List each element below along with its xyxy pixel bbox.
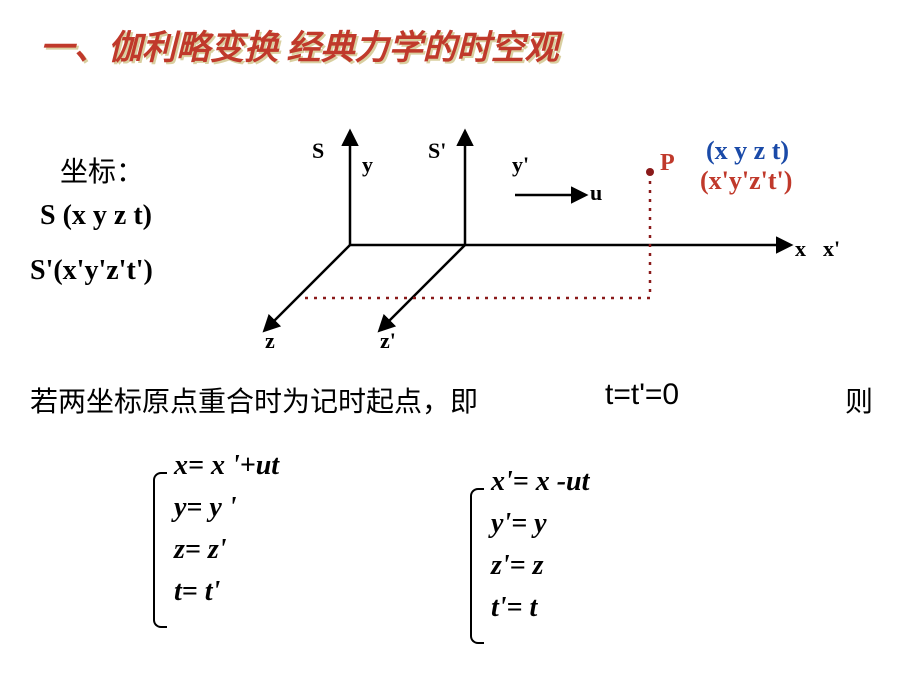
eq-right-line-1: x'= x -ut: [491, 466, 589, 498]
axis-label-y: y: [362, 152, 373, 178]
axis-label-sp: S': [428, 138, 446, 164]
eq-right-line-3: z'= z: [491, 550, 544, 582]
axis-label-pc1: (x y z t): [706, 136, 789, 166]
eq-left-line-4: t= t': [174, 576, 220, 608]
eq-left-brace-icon: [153, 472, 167, 628]
eq-left-line-2: y= y ': [174, 492, 237, 524]
condition-equation: t=t'=0: [605, 378, 679, 412]
axis-label-p: P: [660, 150, 675, 177]
eq-left-line-3: z= z': [174, 534, 227, 566]
axis-label-z: z: [265, 328, 275, 354]
point-p: [646, 168, 654, 176]
eq-right-line-4: t'= t: [491, 592, 537, 624]
axis-label-yp: y': [512, 152, 529, 178]
axis-label-x: x: [795, 236, 806, 262]
axis-label-xp: x': [823, 236, 840, 262]
condition-text: 若两坐标原点重合时为记时起点，即: [30, 380, 478, 420]
eq-right-line-2: y'= y: [491, 508, 547, 540]
axis-label-pc2: (x'y'z't'): [700, 166, 792, 196]
coordinate-diagram: [0, 0, 920, 690]
axis-label-u: u: [590, 180, 602, 206]
condition-then: 则: [845, 380, 873, 420]
eq-right-brace-icon: [470, 488, 484, 644]
eq-left-line-1: x= x '+ut: [174, 450, 279, 482]
axis-label-s: S: [312, 138, 324, 164]
axis-label-zp: z': [380, 328, 396, 354]
